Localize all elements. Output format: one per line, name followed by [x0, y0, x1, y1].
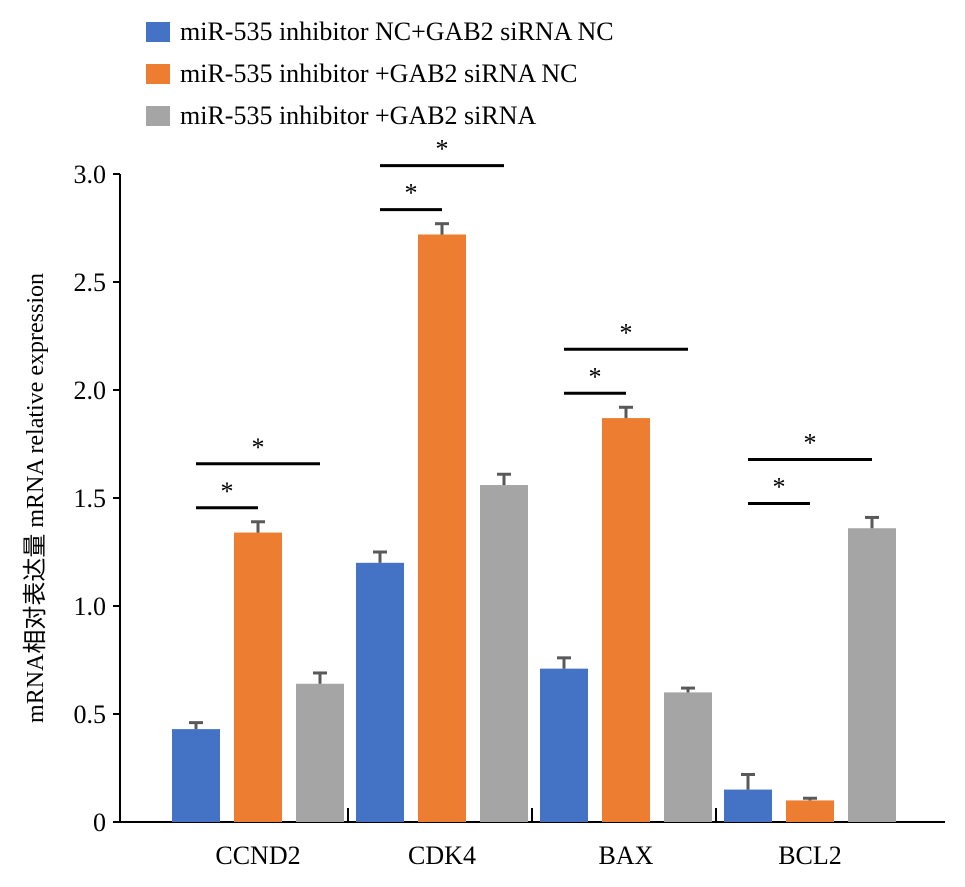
y-tick-label: 2.5	[74, 268, 107, 297]
y-tick-label: 1.0	[74, 592, 107, 621]
bar-bax-series-3	[664, 692, 712, 822]
x-tick-label: CCND2	[215, 841, 300, 870]
legend-label-2: miR-535 inhibitor +GAB2 siRNA NC	[180, 59, 577, 88]
significance-label: *	[804, 428, 817, 457]
significance-label: *	[589, 362, 602, 391]
bar-cdk4-series-3	[480, 485, 528, 822]
significance-label: *	[436, 135, 449, 164]
bar-ccnd2-series-1	[172, 729, 220, 822]
legend-swatch-2	[146, 64, 170, 84]
significance-markers: * * * * * * * *	[196, 135, 872, 510]
y-tick-label: 3.0	[74, 160, 107, 189]
bar-bcl2-series-2	[786, 800, 834, 822]
legend-swatch-3	[146, 106, 170, 126]
bar-bax-series-2	[602, 418, 650, 822]
significance-label: *	[252, 433, 265, 462]
legend-label-1: miR-535 inhibitor NC+GAB2 siRNA NC	[180, 17, 614, 46]
legend-swatch-1	[146, 22, 170, 42]
y-axis: 0 0.5 1.0 1.5 2.0 2.5 3.0	[74, 160, 121, 837]
bar-ccnd2-series-3	[296, 683, 344, 822]
y-tick-label: 1.5	[74, 484, 107, 513]
y-axis-label: mRNA相对表达量 mRNA relative expression	[22, 273, 49, 723]
significance-label: *	[773, 472, 786, 501]
bar-ccnd2-series-2	[234, 532, 282, 822]
y-tick-label: 0.5	[74, 700, 107, 729]
x-axis: CCND2 CDK4 BAX BCL2	[120, 808, 945, 870]
bar-bax-series-1	[540, 668, 588, 822]
bar-bcl2-series-1	[724, 789, 772, 822]
x-tick-label: BCL2	[778, 841, 842, 870]
y-tick-label: 0	[93, 808, 106, 837]
legend-label-3: miR-535 inhibitor +GAB2 siRNA	[180, 101, 537, 130]
bars	[172, 222, 896, 823]
bar-bcl2-series-3	[848, 528, 896, 822]
y-tick-label: 2.0	[74, 376, 107, 405]
significance-label: *	[221, 477, 234, 506]
x-tick-label: BAX	[599, 841, 654, 870]
legend: miR-535 inhibitor NC+GAB2 siRNA NC miR-53…	[146, 17, 614, 130]
bar-cdk4-series-1	[356, 562, 404, 822]
x-tick-label: CDK4	[408, 841, 476, 870]
bar-cdk4-series-2	[418, 234, 466, 823]
significance-label: *	[620, 318, 633, 347]
significance-label: *	[405, 179, 418, 208]
